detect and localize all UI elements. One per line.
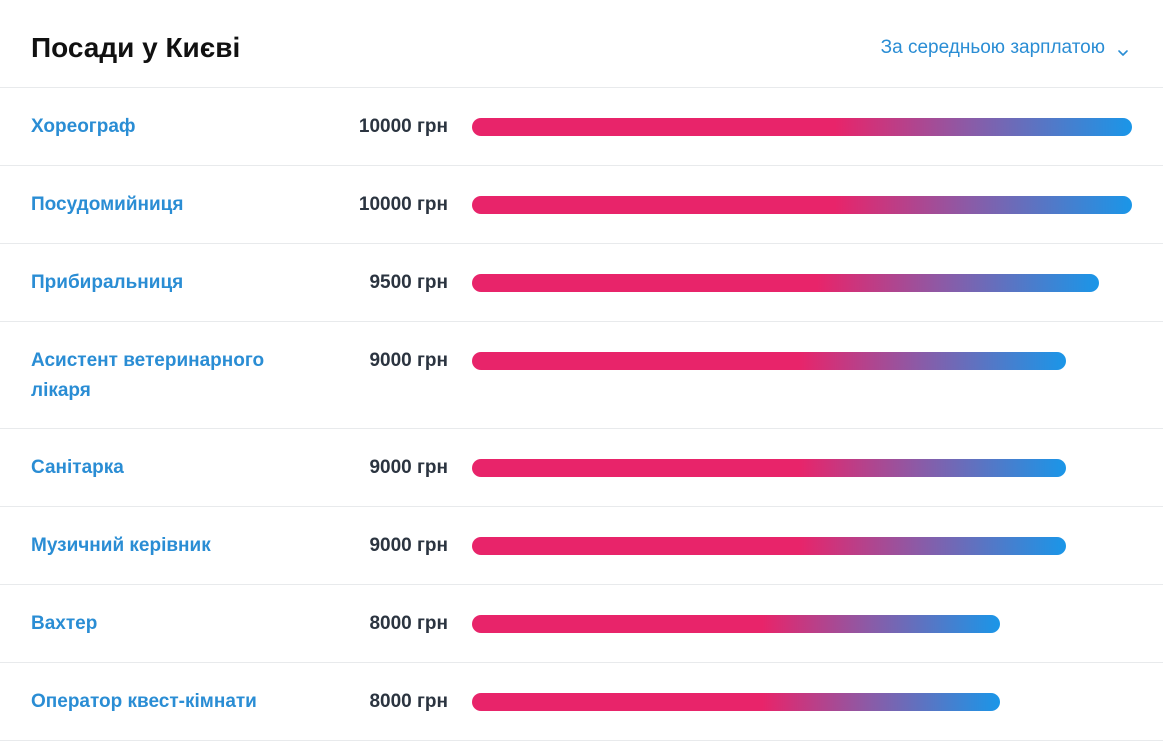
job-title-link[interactable]: Музичний керівник <box>31 535 211 556</box>
table-row: Хореограф 10000 грн <box>0 88 1163 166</box>
job-title-link[interactable]: Вахтер <box>31 613 98 634</box>
table-row: Оператор квест-кімнати 8000 грн <box>0 663 1163 741</box>
job-title-link[interactable]: Санітарка <box>31 457 124 478</box>
salary-bar-track <box>472 274 1132 292</box>
salary-bar <box>472 615 1000 633</box>
salary-bar <box>472 274 1099 292</box>
job-title-link[interactable]: Оператор квест-кімнати <box>31 691 257 712</box>
salary-value: 9000 грн <box>369 535 448 556</box>
chart-header: Посади у Києві За середньою зарплатою <box>0 0 1163 88</box>
salary-bar-track <box>472 196 1132 214</box>
salary-bar-track <box>472 537 1132 555</box>
salary-bar <box>472 459 1066 477</box>
job-title-link[interactable]: Хореограф <box>31 116 136 137</box>
salary-value: 10000 грн <box>358 194 448 215</box>
table-row: Музичний керівник 9000 грн <box>0 507 1163 585</box>
salary-bar-track <box>472 693 1132 711</box>
job-title-link[interactable]: Посудомийниця <box>31 194 184 215</box>
sort-dropdown[interactable]: За середньою зарплатою <box>881 36 1129 60</box>
table-row: Посудомийниця 10000 грн <box>0 166 1163 244</box>
table-row: Прибиральниця 9500 грн <box>0 244 1163 322</box>
job-title-link[interactable]: Прибиральниця <box>31 272 184 293</box>
salary-bar-chart: Хореограф 10000 грн Посудомийниця 10000 грн… <box>0 88 1163 741</box>
salary-bar <box>472 537 1066 555</box>
salary-bar <box>472 196 1132 214</box>
salary-bar <box>472 118 1132 136</box>
salary-value: 10000 грн <box>358 116 448 137</box>
salary-value: 9500 грн <box>369 272 448 293</box>
salary-value: 8000 грн <box>369 613 448 634</box>
salary-bar-track <box>472 459 1132 477</box>
table-row: Санітарка 9000 грн <box>0 429 1163 507</box>
table-row: Вахтер 8000 грн <box>0 585 1163 663</box>
salary-bar-track <box>472 118 1132 136</box>
salary-bar <box>472 352 1066 370</box>
table-row: Асистент ветеринарного лікаря 9000 грн <box>0 322 1163 429</box>
sort-dropdown-label: За середньою зарплатою <box>880 37 1105 58</box>
chevron-down-icon <box>1117 42 1129 56</box>
salary-value: 8000 грн <box>369 691 448 712</box>
job-title-link[interactable]: Асистент ветеринарного лікаря <box>31 350 265 401</box>
page-title: Посади у Києві <box>31 32 241 63</box>
salary-value: 9000 грн <box>369 457 448 478</box>
salary-bar <box>472 693 1000 711</box>
salary-value: 9000 грн <box>369 350 448 371</box>
salary-bar-track <box>472 352 1132 370</box>
salary-bar-track <box>472 615 1132 633</box>
